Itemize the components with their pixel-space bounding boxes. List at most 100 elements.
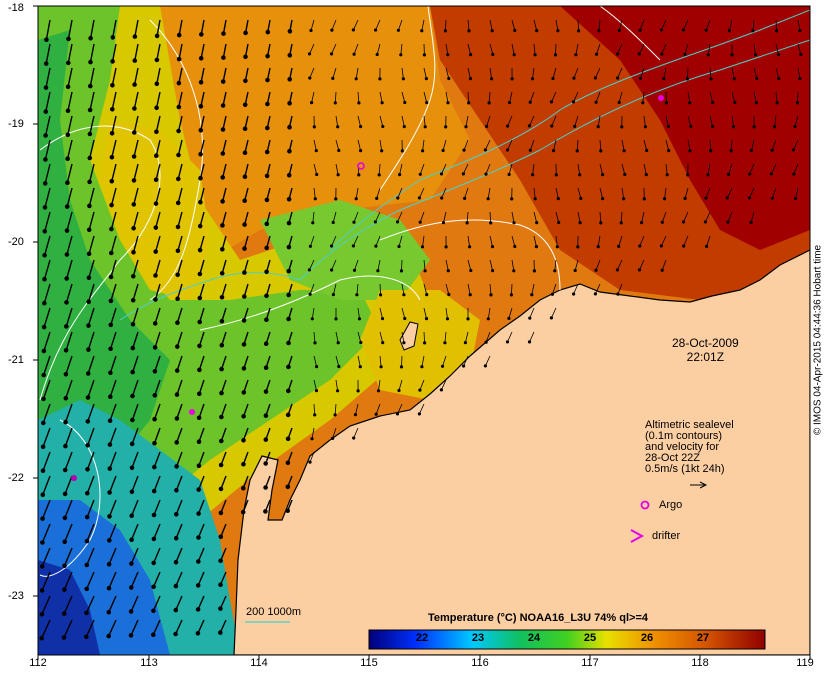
- velocity-arrow: [155, 139, 161, 156]
- velocity-arrow: [156, 43, 161, 61]
- velocity-arrow: [309, 283, 315, 295]
- velocity-arrow-head: [263, 389, 269, 394]
- legend-line: 0.5m/s (1kt 24h): [645, 463, 725, 475]
- velocity-arrow-head: [622, 197, 626, 201]
- velocity-arrow-head: [555, 245, 559, 249]
- velocity-arrow: [177, 187, 183, 204]
- velocity-arrow-head: [264, 197, 270, 203]
- velocity-arrow-head: [87, 107, 93, 113]
- velocity-arrow-head: [443, 341, 447, 345]
- velocity-arrow-head: [709, 149, 713, 153]
- velocity-arrow-head: [241, 342, 247, 347]
- velocity-arrow-head: [637, 268, 642, 272]
- velocity-arrow-head: [39, 588, 45, 593]
- velocity-arrow-head: [42, 253, 47, 258]
- velocity-arrow-head: [153, 249, 158, 254]
- velocity-arrow: [110, 235, 117, 254]
- velocity-arrow: [177, 259, 183, 275]
- velocity-arrow-head: [42, 276, 47, 282]
- velocity-arrow-head: [154, 81, 160, 87]
- velocity-arrow-head: [131, 250, 136, 255]
- velocity-arrow: [42, 379, 51, 400]
- velocity-arrow: [130, 547, 139, 564]
- velocity-arrow: [131, 451, 139, 469]
- velocity-arrow-head: [218, 486, 224, 492]
- velocity-arrow-head: [377, 173, 381, 177]
- velocity-arrow: [198, 403, 205, 419]
- velocity-arrow: [533, 211, 538, 223]
- velocity-arrow: [153, 499, 161, 516]
- velocity-arrow-head: [466, 317, 470, 321]
- velocity-arrow: [222, 139, 227, 154]
- velocity-arrow: [597, 235, 601, 247]
- velocity-arrow-head: [84, 562, 90, 568]
- velocity-arrow-head: [749, 149, 754, 153]
- velocity-arrow-head: [485, 124, 489, 129]
- legend-line: 28-Oct 22Z: [645, 452, 701, 464]
- velocity-arrow-head: [512, 269, 516, 273]
- velocity-arrow-head: [550, 292, 555, 296]
- velocity-arrow: [379, 139, 383, 151]
- velocity-arrow: [309, 43, 315, 55]
- velocity-arrow: [355, 187, 359, 199]
- velocity-arrow: [220, 427, 227, 442]
- velocity-arrow: [687, 115, 692, 127]
- velocity-arrow: [132, 235, 139, 253]
- velocity-arrow-head: [375, 52, 379, 57]
- velocity-arrow-head: [287, 77, 293, 82]
- velocity-arrow-head: [107, 418, 113, 424]
- velocity-arrow-head: [334, 317, 338, 321]
- velocity-arrow: [529, 115, 535, 127]
- velocity-arrow-head: [727, 172, 731, 176]
- velocity-arrow-head: [446, 101, 450, 105]
- velocity-arrow: [178, 91, 183, 108]
- velocity-arrow: [64, 523, 73, 543]
- velocity-arrow: [489, 235, 493, 247]
- velocity-arrow-head: [62, 563, 67, 569]
- velocity-arrow: [133, 67, 139, 85]
- velocity-arrow: [133, 115, 139, 133]
- velocity-arrow: [63, 547, 73, 566]
- velocity-arrow: [552, 67, 557, 79]
- velocity-arrow-head: [131, 178, 137, 183]
- velocity-arrow: [555, 187, 559, 199]
- velocity-arrow-head: [616, 292, 620, 296]
- velocity-arrow: [221, 187, 227, 202]
- velocity-arrow-head: [219, 318, 225, 324]
- velocity-arrow: [111, 67, 117, 86]
- velocity-arrow-head: [424, 317, 429, 321]
- velocity-arrow: [749, 187, 755, 199]
- velocity-arrow: [313, 163, 318, 175]
- velocity-arrow: [66, 235, 73, 255]
- velocity-arrow-head: [108, 346, 113, 352]
- velocity-arrow-head: [358, 365, 362, 369]
- velocity-arrow-head: [749, 220, 753, 225]
- velocity-arrow: [467, 235, 470, 247]
- velocity-arrow: [199, 259, 205, 275]
- velocity-arrow: [198, 451, 205, 466]
- velocity-arrow: [511, 43, 515, 55]
- velocity-arrow: [45, 19, 51, 40]
- velocity-arrow-head: [84, 538, 90, 544]
- velocity-arrow-head: [243, 78, 248, 84]
- velocity-arrow: [153, 403, 161, 420]
- velocity-arrow: [131, 403, 139, 421]
- legend-line: Altimetric sealevel: [645, 419, 734, 431]
- velocity-arrow: [334, 91, 337, 103]
- velocity-arrow: [797, 43, 802, 55]
- velocity-arrow: [574, 115, 579, 127]
- velocity-arrow-head: [334, 197, 338, 201]
- velocity-arrow-head: [287, 53, 293, 58]
- velocity-arrow-head: [641, 101, 645, 105]
- velocity-arrow: [88, 187, 95, 207]
- velocity-arrow-head: [333, 413, 337, 417]
- velocity-arrow-head: [314, 149, 318, 153]
- velocity-arrow: [401, 331, 405, 343]
- velocity-arrow: [334, 403, 337, 415]
- velocity-arrow: [596, 43, 601, 55]
- velocity-arrow: [132, 283, 139, 301]
- velocity-arrow-head: [107, 514, 112, 519]
- velocity-arrow: [152, 619, 161, 635]
- velocity-arrow: [44, 115, 51, 136]
- velocity-arrow-head: [196, 559, 201, 564]
